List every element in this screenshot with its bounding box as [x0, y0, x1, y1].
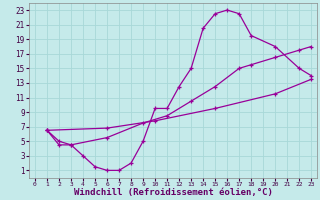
X-axis label: Windchill (Refroidissement éolien,°C): Windchill (Refroidissement éolien,°C): [74, 188, 273, 197]
